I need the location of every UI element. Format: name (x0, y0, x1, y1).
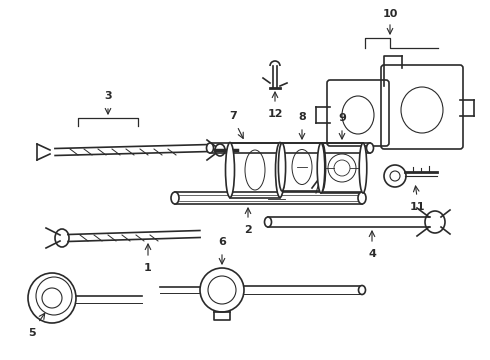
Text: 3: 3 (104, 91, 112, 101)
Ellipse shape (367, 143, 373, 153)
Text: 2: 2 (244, 225, 252, 235)
Ellipse shape (265, 217, 271, 227)
Text: 6: 6 (218, 237, 226, 247)
Text: 9: 9 (338, 113, 346, 123)
Ellipse shape (317, 143, 325, 193)
Text: 8: 8 (298, 112, 306, 122)
Bar (321, 143, 363, 193)
Text: 4: 4 (368, 249, 376, 259)
Ellipse shape (359, 143, 367, 193)
Ellipse shape (275, 143, 285, 198)
Ellipse shape (359, 285, 366, 294)
Text: 7: 7 (229, 111, 237, 121)
Ellipse shape (225, 143, 235, 198)
Text: 11: 11 (409, 202, 425, 212)
Text: 5: 5 (28, 328, 36, 338)
Text: 10: 10 (382, 9, 398, 19)
Ellipse shape (318, 143, 325, 191)
Bar (230, 143, 280, 198)
Ellipse shape (278, 143, 286, 191)
Text: 12: 12 (267, 109, 283, 119)
Ellipse shape (171, 192, 179, 204)
Bar (282, 143, 322, 191)
Ellipse shape (358, 192, 366, 204)
Ellipse shape (206, 143, 214, 153)
Text: 1: 1 (144, 263, 152, 273)
